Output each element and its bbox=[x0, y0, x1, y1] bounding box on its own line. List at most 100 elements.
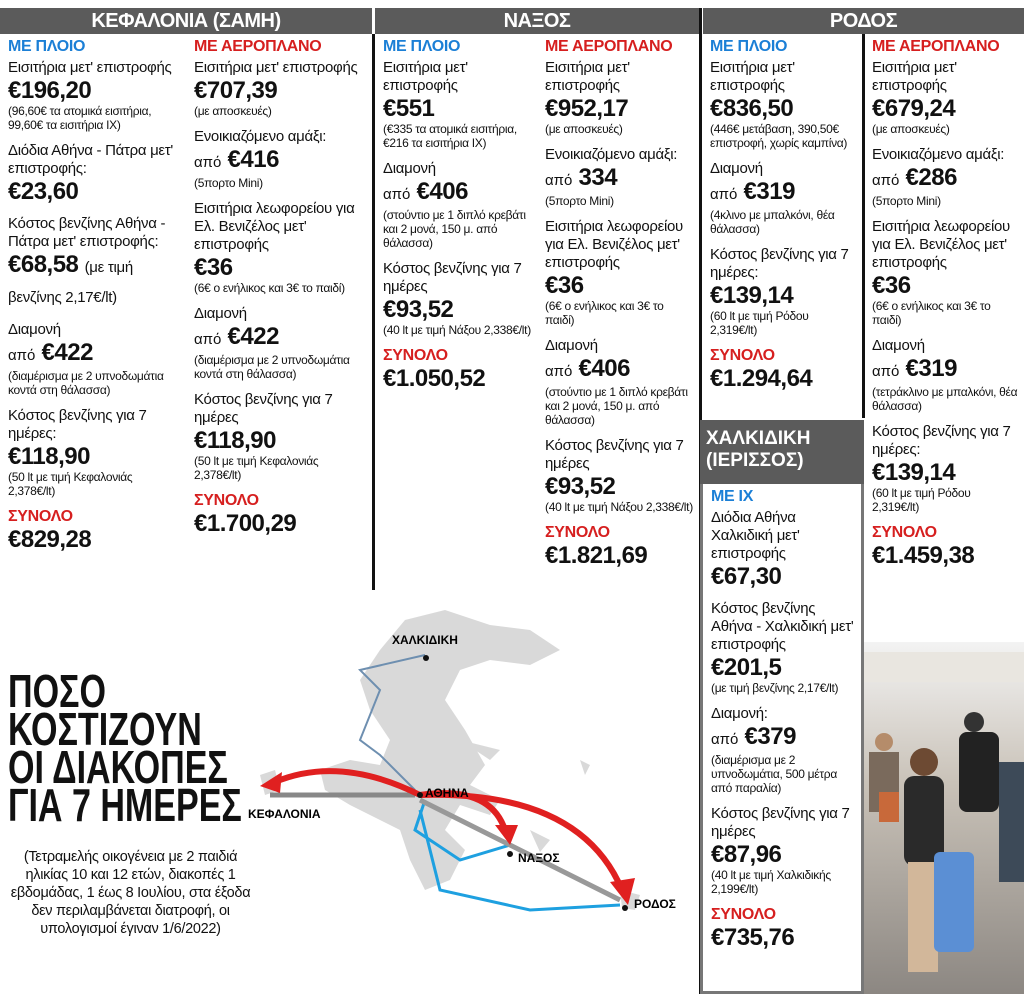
cost-label: Διόδια Αθήνα - Πάτρα μετ' επιστροφής: bbox=[8, 142, 174, 177]
cost-item: ΣΥΝΟΛΟ €1.821,69 bbox=[545, 524, 693, 569]
place-dot bbox=[622, 905, 628, 911]
cost-item: Ενοικιαζόμενο αμάξι: από €286 (5πορτο Mini… bbox=[872, 146, 1018, 208]
cost-label: Εισιτήρια μετ' επιστροφής bbox=[194, 59, 358, 76]
cost-label: Εισιτήρια λεωφορείου για Ελ. Βενιζέλος μ… bbox=[194, 200, 355, 253]
cost-label: Κόστος βενζίνης για 7 ημέρες: bbox=[8, 407, 147, 442]
section-title: ΡΟΔΟΣ bbox=[703, 8, 1024, 34]
price-line: €87,96 bbox=[711, 841, 855, 868]
price-line: €118,90 bbox=[8, 443, 180, 470]
price: €952,17 bbox=[545, 95, 629, 122]
cost-label: Διαμονή bbox=[545, 337, 598, 354]
cost-note: (διαμέρισμα με 2 υπνοδωμάτια, 500 μέτρα … bbox=[711, 753, 837, 795]
column-heading: ΜΕ ΑΕΡΟΠΛΑΝΟ bbox=[545, 38, 673, 55]
cost-note: (με αποσκευές) bbox=[872, 122, 950, 136]
price: €319 bbox=[743, 178, 796, 205]
cost-note: (τετράκλινο με μπαλκόνι, θέα θάλασσα) bbox=[872, 385, 1018, 413]
place-dot bbox=[423, 655, 429, 661]
cost-label: Ενοικιαζόμενο αμάξι: bbox=[872, 146, 1005, 163]
total-label: ΣΥΝΟΛΟ bbox=[710, 347, 775, 364]
price-suffix: (με τιμή βενζίνης 2,17€/lt) bbox=[8, 259, 133, 306]
column-heading: ΜΕ ΠΛΟΙΟ bbox=[383, 38, 461, 55]
price: €829,28 bbox=[8, 526, 92, 553]
price-line: €836,50 bbox=[710, 95, 858, 122]
cost-note: (5πορτο Mini) bbox=[194, 176, 263, 190]
price: €1.821,69 bbox=[545, 542, 648, 569]
cost-item: Διόδια Αθήνα - Πάτρα μετ' επιστροφής: €23… bbox=[8, 142, 180, 205]
cost-label: Κόστος βενζίνης για 7 ημέρες: bbox=[710, 246, 849, 281]
column-heading: ΜΕ ΠΛΟΙΟ bbox=[710, 38, 788, 55]
price-line: €139,14 bbox=[710, 282, 858, 309]
column: ΜΕ ΑΕΡΟΠΛΑΝΟ Εισιτήρια μετ' επιστροφής €67… bbox=[864, 34, 1024, 579]
cost-item: ΣΥΝΟΛΟ €1.700,29 bbox=[194, 492, 366, 537]
price: €319 bbox=[905, 355, 958, 382]
cost-item: Εισιτήρια λεωφορείου για Ελ. Βενιζέλος μ… bbox=[872, 218, 1018, 327]
place-label: ΡΟΔΟΣ bbox=[634, 897, 676, 911]
price: €139,14 bbox=[710, 282, 794, 309]
section-title: ΧΑΛΚΙΔΙΚΗ (ΙΕΡΙΣΣΟΣ) bbox=[700, 420, 864, 484]
cost-item: Κόστος βενζίνης για 7 ημέρες: €139,14 (60 … bbox=[710, 246, 858, 337]
total-label: ΣΥΝΟΛΟ bbox=[711, 906, 776, 923]
price-line: €679,24 bbox=[872, 95, 1018, 122]
cost-label: Διαμονή: bbox=[711, 705, 768, 722]
cost-label: Εισιτήρια μετ' επιστροφής bbox=[383, 59, 468, 94]
section-title: ΝΑΞΟΣ bbox=[375, 8, 699, 34]
cost-note: (με αποσκευές) bbox=[545, 122, 623, 136]
price: €1.459,38 bbox=[872, 542, 975, 569]
cost-note: (στούντιο με 1 διπλό κρεβάτι και 2 μονά,… bbox=[383, 208, 526, 250]
cost-label: Εισιτήρια λεωφορείου για Ελ. Βενιζέλος μ… bbox=[872, 218, 1010, 271]
cost-item: Εισιτήρια λεωφορείου για Ελ. Βενιζέλος μ… bbox=[545, 218, 693, 327]
cost-note: (50 lt με τιμή Κεφαλονιάς 2,378€/lt) bbox=[194, 454, 319, 482]
arrow-head bbox=[610, 878, 635, 905]
column: ΜΕ ΑΕΡΟΠΛΑΝΟ Εισιτήρια μετ' επιστροφής €70… bbox=[186, 34, 372, 547]
column: ΜΕ ΠΛΟΙΟ Εισιτήρια μετ' επιστροφής €836,50… bbox=[702, 34, 864, 402]
price: €139,14 bbox=[872, 459, 956, 486]
headline-line: ΓΙΑ 7 ΗΜΕΡΕΣ bbox=[8, 779, 242, 831]
total-label: ΣΥΝΟΛΟ bbox=[383, 347, 448, 364]
headline: ΠΟΣΟ ΚΟΣΤΙΖΟΥΝ ΟΙ ΔΙΑΚΟΠΕΣ ΓΙΑ 7 ΗΜΕΡΕΣ bbox=[8, 668, 242, 831]
cost-note: (50 lt με τιμή Κεφαλονιάς 2,378€/lt) bbox=[8, 470, 133, 498]
price: €416 bbox=[227, 146, 280, 173]
price-line: €36 bbox=[194, 254, 366, 281]
cost-item: Κόστος βενζίνης Αθήνα - Χαλκιδική μετ' ε… bbox=[711, 600, 855, 695]
cost-item: Διαμονή από €406 (στούντιο με 1 διπλό κρεβ… bbox=[383, 160, 531, 250]
cost-note: (με αποσκευές) bbox=[194, 104, 272, 118]
cost-note: (€335 τα ατομικά εισιτήρια, €216 τα εισι… bbox=[383, 122, 517, 150]
cost-item: Διαμονή από €422 (διαμέρισμα με 2 υπνοδωμά… bbox=[8, 321, 180, 397]
cost-note: (5πορτο Mini) bbox=[872, 194, 941, 208]
photo bbox=[864, 642, 1024, 994]
price-line: €952,17 bbox=[545, 95, 693, 122]
price: €87,96 bbox=[711, 841, 782, 868]
price-line: από €406 bbox=[383, 178, 531, 208]
footnote: (Τετραμελής οικογένεια με 2 παιδιά ηλικί… bbox=[10, 849, 251, 937]
cost-note: (60 lt με τιμή Ρόδου 2,319€/lt) bbox=[872, 486, 971, 514]
price: €118,90 bbox=[8, 443, 90, 470]
price: €196,20 bbox=[8, 77, 92, 104]
price-prefix: από bbox=[8, 347, 36, 364]
price: 334 bbox=[578, 164, 618, 191]
price-prefix: από bbox=[194, 154, 222, 171]
cost-note: (5πορτο Mini) bbox=[545, 194, 614, 208]
column-heading: ΜΕ ΠΛΟΙΟ bbox=[8, 38, 86, 55]
cost-item: Διαμονή από €406 (στούντιο με 1 διπλό κρεβ… bbox=[545, 337, 693, 427]
price-line: €707,39 bbox=[194, 77, 366, 104]
cost-label: Κόστος βενζίνης για 7 ημέρες bbox=[383, 260, 522, 295]
price: €286 bbox=[905, 164, 958, 191]
price-line: από €406 bbox=[545, 355, 693, 385]
price-line: €1.700,29 bbox=[194, 510, 366, 537]
map: ΧΑΛΚΙΔΙΚΗ ΚΕΦΑΛΟΝΙΑ ΑΘΗΝΑ ΝΑΞΟΣ ΡΟΔΟΣ bbox=[248, 610, 676, 912]
cost-item: Διαμονή από €319 (4κλινο με μπαλκόνι, θέα … bbox=[710, 160, 858, 236]
price-line: €1.294,64 bbox=[710, 365, 858, 392]
cost-item: Εισιτήρια μετ' επιστροφής €836,50 (446€ με… bbox=[710, 59, 858, 150]
cost-item: Ενοικιαζόμενο αμάξι: από €416 (5πορτο Mini… bbox=[194, 128, 366, 190]
price-line: από €422 bbox=[194, 323, 366, 353]
arrow bbox=[419, 791, 625, 892]
cost-label: Διαμονή bbox=[872, 337, 925, 354]
cost-item: Κόστος βενζίνης για 7 ημέρες: €118,90 (50 … bbox=[8, 407, 180, 498]
price: €118,90 bbox=[194, 427, 276, 454]
price: €1.700,29 bbox=[194, 510, 297, 537]
price: €1.294,64 bbox=[710, 365, 813, 392]
price-line: από €319 bbox=[710, 178, 858, 208]
route bbox=[418, 797, 622, 903]
price-line: €36 bbox=[545, 272, 693, 299]
